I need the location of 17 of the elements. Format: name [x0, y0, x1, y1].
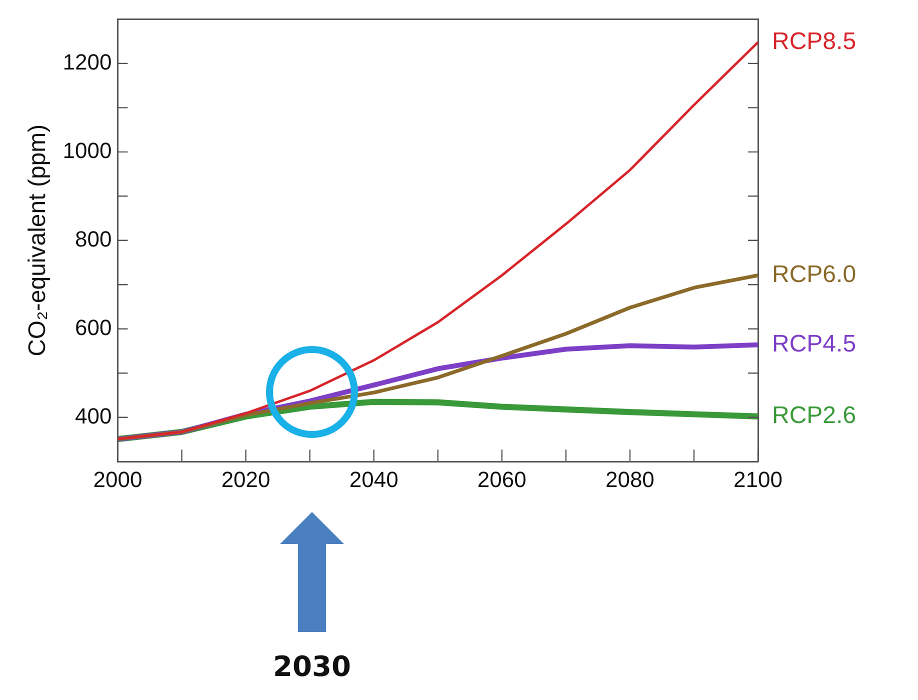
- series-label: RCP4.5: [772, 330, 856, 358]
- y-tick-label: 400: [75, 403, 112, 428]
- y-tick-label: 1200: [62, 50, 112, 74]
- text: 2030: [273, 650, 351, 683]
- x-tick-label: 2000: [93, 466, 142, 492]
- series-label: RCP2.6: [772, 402, 856, 430]
- x-tick-label: 2020: [221, 466, 270, 492]
- y-tick-label: 800: [75, 226, 112, 252]
- x-tick-label: 2100: [734, 466, 782, 492]
- x-tick-label: 2080: [605, 466, 654, 492]
- y-tick-label: 600: [75, 314, 112, 340]
- x-tick-label: 2060: [477, 466, 526, 492]
- x-tick-label: 2040: [349, 466, 398, 492]
- series-label: RCP8.5: [772, 28, 856, 55]
- series-label: RCP6.0: [772, 260, 856, 288]
- y-axis-title: CO₂-equivalent (ppm): [24, 124, 52, 356]
- y-tick-label: 1000: [62, 138, 112, 163]
